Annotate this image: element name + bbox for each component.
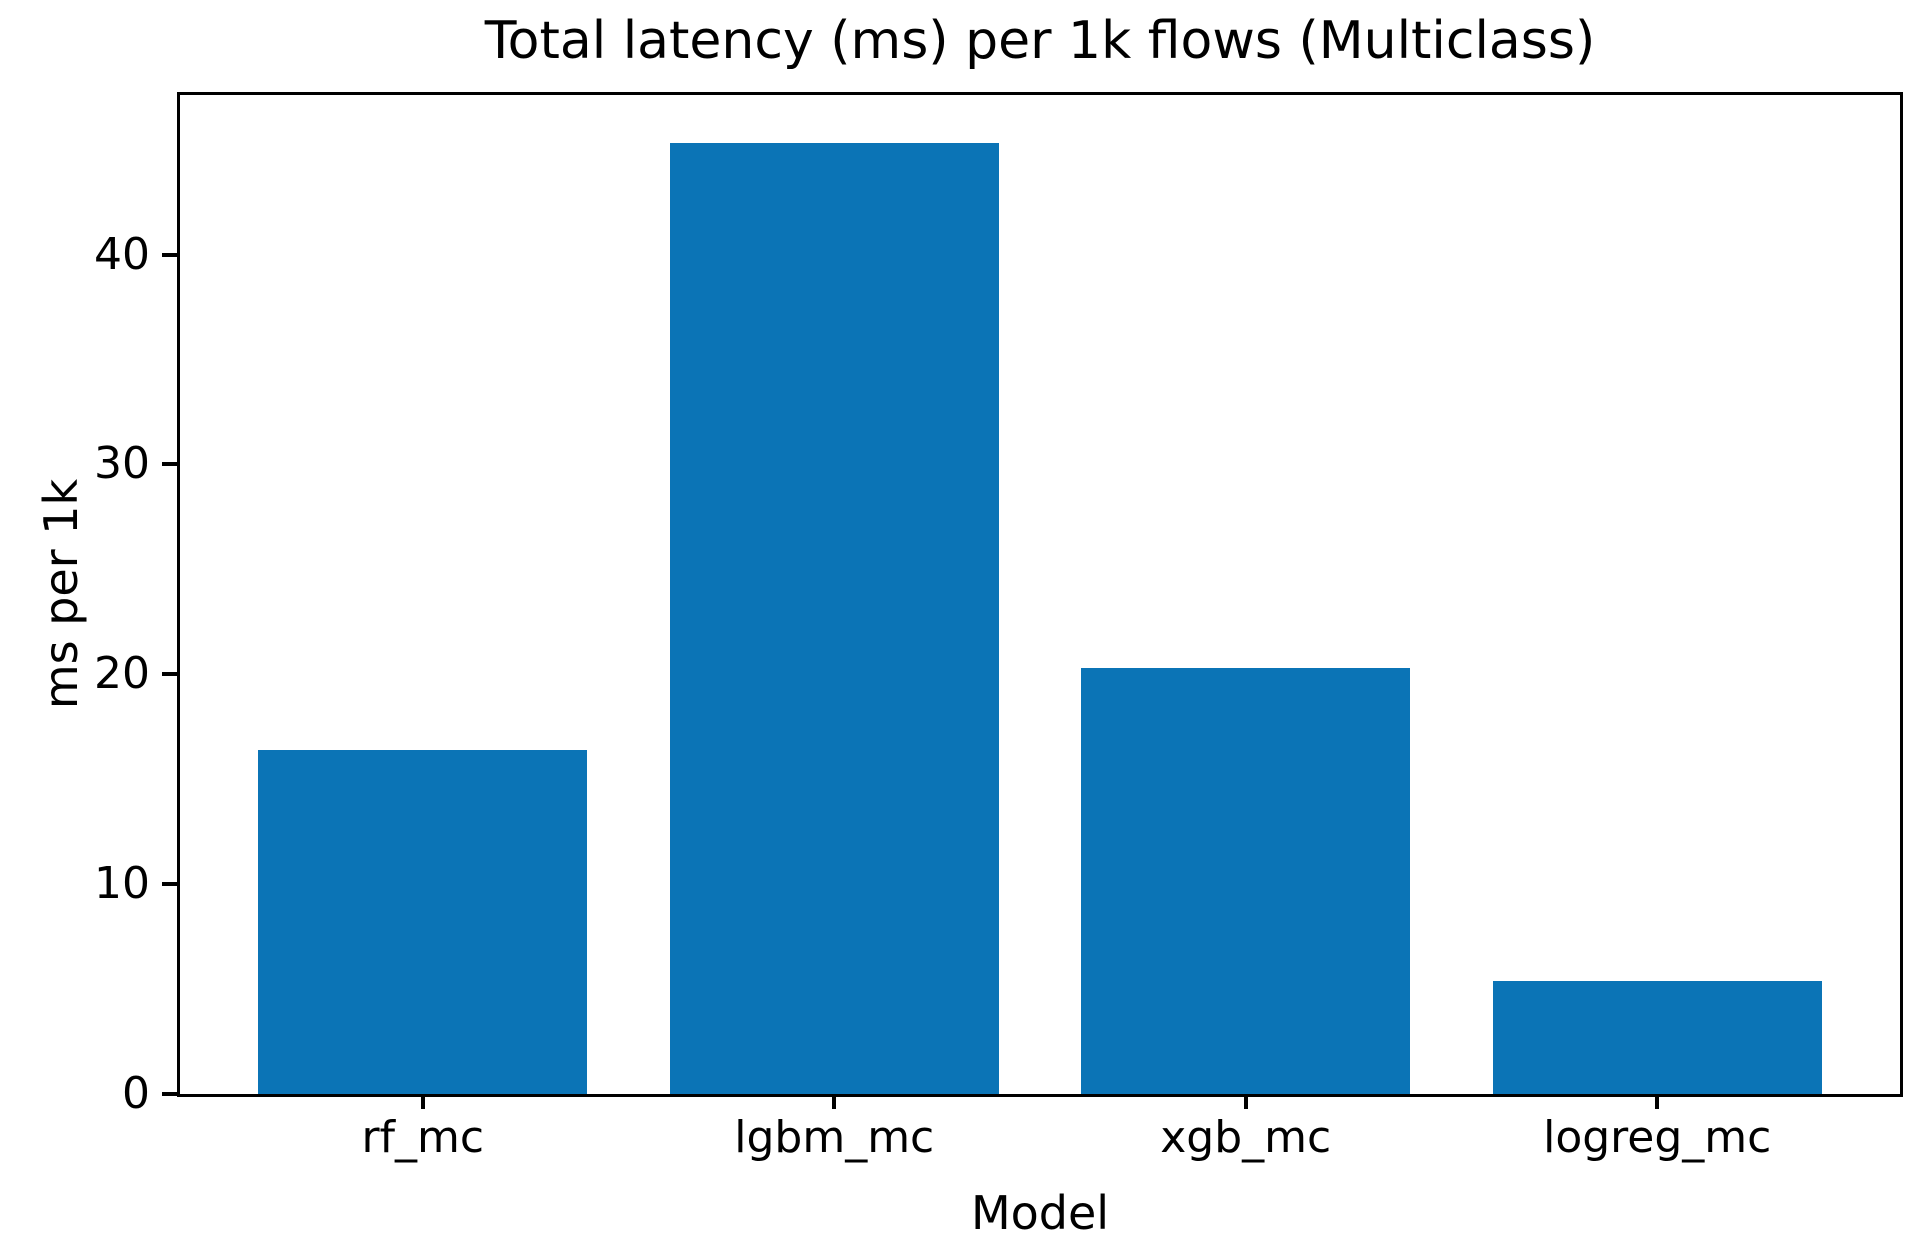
bar-rf_mc xyxy=(258,749,588,1094)
x-axis-label: Model xyxy=(970,1186,1110,1240)
y-tick-mark-30 xyxy=(162,462,177,467)
y-tick-label-10: 10 xyxy=(94,858,150,910)
y-tick-mark-20 xyxy=(162,672,177,677)
bar-lgbm_mc xyxy=(669,143,999,1094)
x-tick-mark-rf_mc xyxy=(420,1094,425,1109)
y-tick-label-30: 30 xyxy=(94,438,150,490)
y-tick-mark-0 xyxy=(162,1092,177,1096)
y-tick-mark-10 xyxy=(162,882,177,887)
x-tick-label-lgbm_mc: lgbm_mc xyxy=(734,1112,935,1163)
plot-area: rf_mc lgbm_mc xgb_mc logreg_mc 0 10 20 30 40 xyxy=(94,92,1903,1160)
bar-xgb_mc xyxy=(1081,667,1411,1094)
x-tick-mark-logreg_mc xyxy=(1655,1094,1660,1109)
chart-title: Total latency (ms) per 1k flows (Multicl… xyxy=(484,11,1596,71)
x-tick-mark-lgbm_mc xyxy=(832,1094,837,1109)
y-tick-label-20: 20 xyxy=(94,648,150,700)
x-tick-label-logreg_mc: logreg_mc xyxy=(1543,1112,1772,1163)
x-tick-mark-xgb_mc xyxy=(1243,1094,1248,1109)
y-tick-label-0: 0 xyxy=(122,1068,150,1119)
y-tick-mark-40 xyxy=(162,252,177,257)
y-axis-label: ms per 1k xyxy=(34,478,88,710)
x-tick-label-xgb_mc: xgb_mc xyxy=(1160,1112,1332,1163)
bar-logreg_mc xyxy=(1492,980,1822,1094)
y-tick-label-40: 40 xyxy=(94,228,150,280)
x-tick-label-rf_mc: rf_mc xyxy=(361,1112,485,1163)
